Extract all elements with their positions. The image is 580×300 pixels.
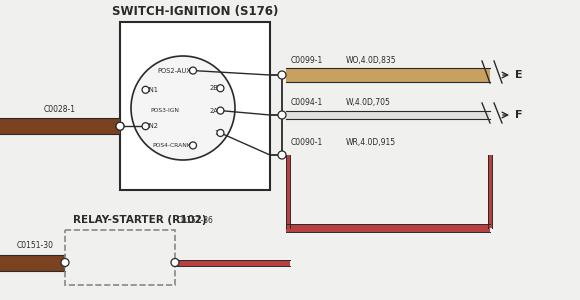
Text: IN2: IN2	[147, 123, 158, 129]
Circle shape	[171, 259, 179, 266]
Text: F: F	[515, 110, 523, 120]
Text: SWITCH-IGNITION (S176): SWITCH-IGNITION (S176)	[112, 5, 278, 18]
Circle shape	[116, 122, 124, 130]
Bar	[65, 230, 175, 285]
Text: POS3-IGN: POS3-IGN	[150, 107, 179, 112]
Text: C0090-1: C0090-1	[291, 138, 323, 147]
Text: POS2-AUX: POS2-AUX	[157, 68, 191, 74]
Polygon shape	[0, 254, 65, 271]
Text: WR,4.0D,915: WR,4.0D,915	[346, 138, 396, 147]
Text: 2B: 2B	[210, 85, 219, 91]
Polygon shape	[286, 224, 490, 232]
Circle shape	[116, 122, 124, 130]
Text: C0028-1: C0028-1	[44, 105, 76, 114]
Text: 2A: 2A	[210, 108, 219, 114]
Circle shape	[278, 151, 286, 159]
Text: E: E	[515, 70, 523, 80]
Text: 1: 1	[215, 130, 219, 136]
Circle shape	[190, 142, 197, 149]
Text: C0094-1: C0094-1	[291, 98, 323, 107]
Text: W,4.0D,705: W,4.0D,705	[346, 98, 391, 107]
Text: C0151-30: C0151-30	[16, 242, 53, 250]
Text: IN1: IN1	[147, 87, 158, 93]
Text: C0099-1: C0099-1	[291, 56, 323, 65]
Polygon shape	[0, 118, 120, 134]
Circle shape	[142, 123, 149, 130]
Polygon shape	[488, 155, 492, 228]
Circle shape	[217, 107, 224, 114]
Text: POS4-CRANK: POS4-CRANK	[152, 143, 191, 148]
Circle shape	[61, 259, 69, 266]
Text: RELAY-STARTER (R102): RELAY-STARTER (R102)	[73, 215, 207, 225]
Circle shape	[142, 86, 149, 93]
Circle shape	[217, 85, 224, 92]
Circle shape	[278, 71, 286, 79]
Text: WO,4.0D,835: WO,4.0D,835	[346, 56, 397, 65]
Circle shape	[217, 130, 224, 136]
Polygon shape	[175, 260, 290, 266]
Text: C0151-86: C0151-86	[177, 216, 214, 225]
Bar	[120, 22, 270, 190]
Polygon shape	[286, 155, 290, 228]
Polygon shape	[286, 68, 490, 82]
Circle shape	[131, 56, 235, 160]
Circle shape	[190, 67, 197, 74]
Polygon shape	[286, 111, 490, 119]
Circle shape	[278, 111, 286, 119]
